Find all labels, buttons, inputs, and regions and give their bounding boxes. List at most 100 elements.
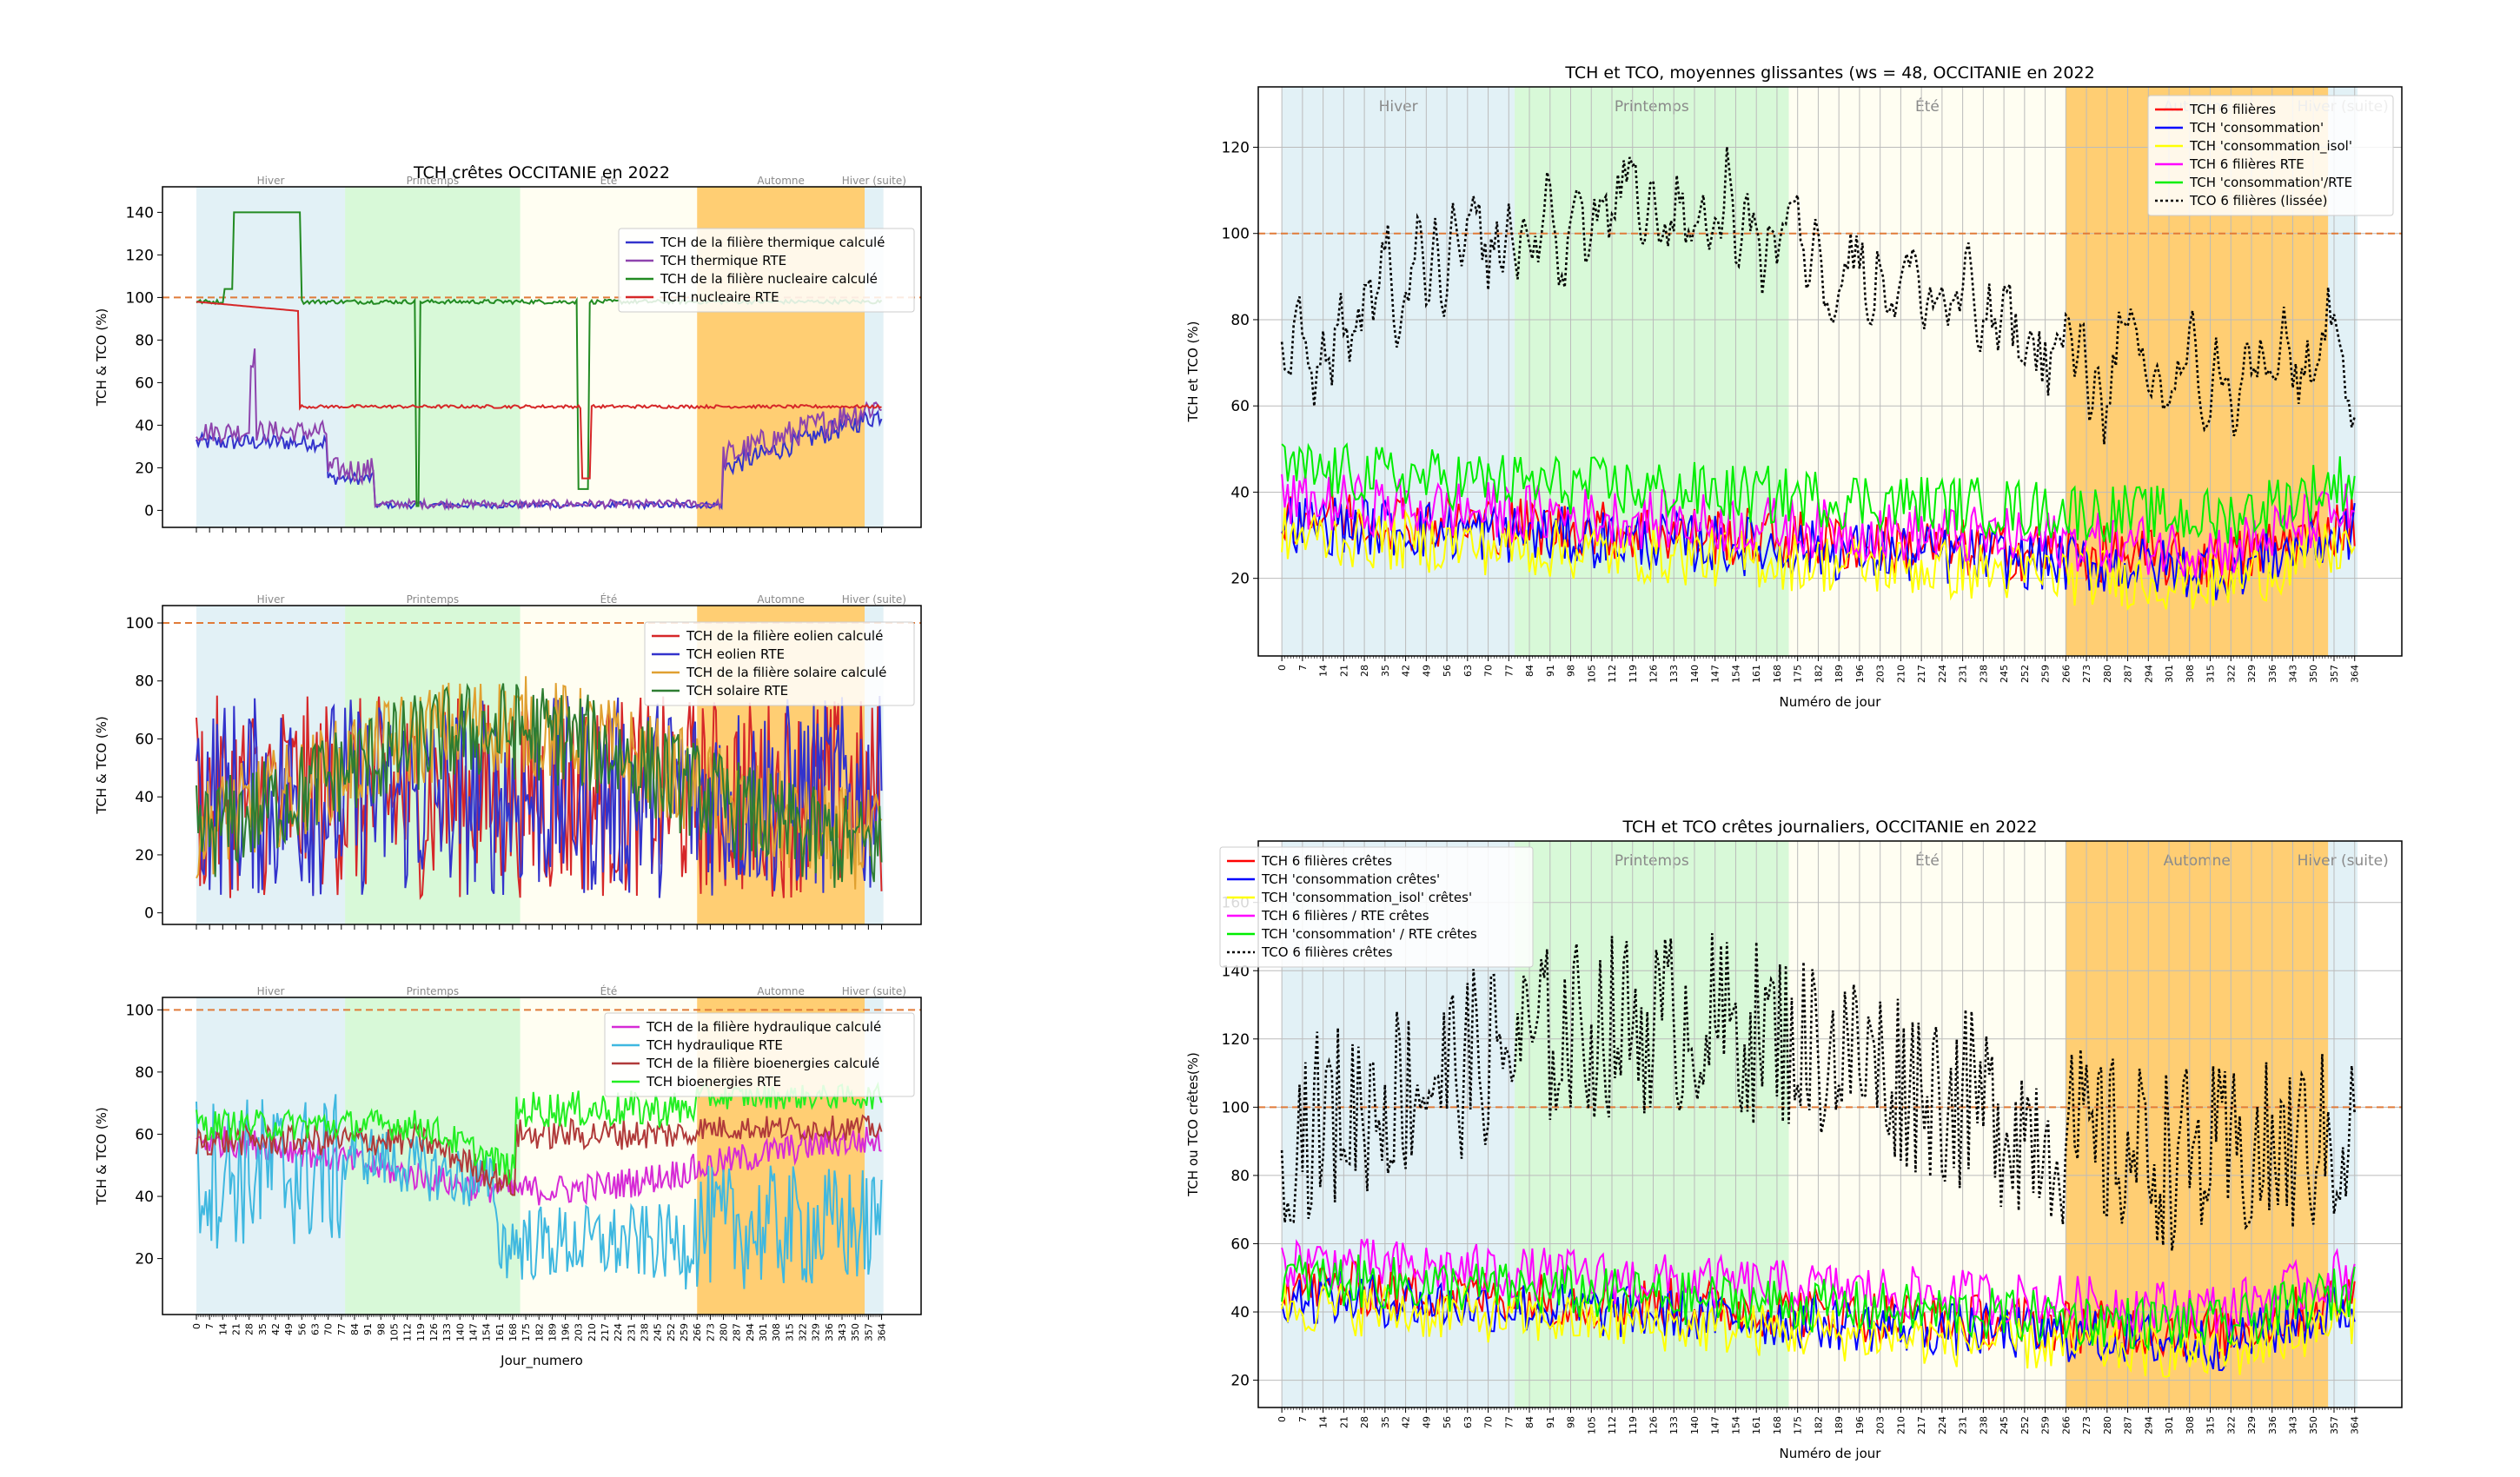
y-tick-label: 120: [1222, 139, 1250, 156]
series-line: [196, 348, 882, 512]
x-tick-label: 91: [362, 1323, 374, 1335]
y-tick-label: 40: [135, 789, 154, 806]
legend-box: [1219, 846, 1534, 968]
y-axis-label: TCH & TCO (%): [94, 1107, 109, 1206]
x-tick-label: 238: [640, 1323, 651, 1341]
y-tick-label: 120: [126, 247, 154, 264]
x-tick-label: 308: [2185, 1416, 2196, 1434]
x-tick-label: 217: [1916, 1416, 1927, 1434]
series-line: [1281, 496, 2356, 600]
series-line: [196, 1094, 883, 1290]
x-tick-label: 0: [1277, 1416, 1288, 1422]
x-tick-label: 287: [732, 1323, 743, 1341]
legend-label: TCO 6 filières (lissée): [2189, 193, 2327, 209]
x-tick-label: 322: [2225, 1416, 2237, 1434]
x-tick-label: 315: [784, 1323, 795, 1341]
x-tick-label: 70: [1483, 1416, 1495, 1428]
x-tick-label: 35: [257, 1323, 269, 1335]
x-tick-label: 287: [2123, 1416, 2134, 1434]
x-tick-label: 308: [2185, 665, 2196, 683]
x-tick-label: 91: [1545, 665, 1556, 677]
y-tick-label: 80: [1230, 1168, 1250, 1185]
x-axis-label: Numéro de jour: [1780, 694, 1882, 710]
x-tick-label: 119: [1628, 1416, 1639, 1434]
y-tick-label: 40: [135, 417, 154, 434]
x-tick-label: 224: [1937, 665, 1948, 683]
x-tick-label: 196: [560, 1323, 572, 1341]
x-tick-label: 280: [2102, 665, 2113, 683]
x-tick-label: 196: [1854, 665, 1866, 683]
season-band: [345, 187, 521, 527]
x-tick-label: 294: [2143, 1416, 2154, 1434]
x-tick-label: 154: [1730, 1416, 1741, 1434]
x-tick-label: 273: [705, 1323, 716, 1341]
y-tick-label: 120: [1222, 1031, 1250, 1049]
x-tick-label: 28: [1359, 665, 1370, 677]
y-tick-label: 60: [1230, 398, 1250, 415]
plot-frame: [162, 186, 922, 528]
x-tick-label: 224: [1937, 1416, 1948, 1434]
y-tick-label: 100: [126, 615, 154, 633]
x-tick-label: 21: [230, 1323, 242, 1335]
x-tick-label: 182: [534, 1323, 545, 1341]
x-tick-label: 210: [1895, 665, 1907, 683]
chart-title: TCH et TCO crêtes journaliers, OCCITANIE…: [1622, 818, 2038, 837]
chart-thermo: Hiver Printemps Été Automne Hiver (suite) 0 20…: [94, 163, 922, 533]
x-tick-label: 273: [2081, 1416, 2092, 1434]
season-label: Printemps: [407, 985, 460, 997]
legend-box: [2147, 95, 2394, 216]
x-tick-label: 84: [1524, 1416, 1535, 1428]
x-tick-label: 266: [2060, 665, 2072, 683]
x-tick-label: 238: [1978, 665, 1989, 683]
y-tick-label: 20: [135, 460, 154, 477]
legend-label: TCH 'consommation': [2189, 120, 2324, 136]
season-label: Printemps: [1615, 98, 1689, 116]
legend-label: TCH 6 filières RTE: [2189, 156, 2304, 172]
x-tick-label: 357: [2329, 1416, 2340, 1434]
legend-label: TCH 6 filières crêtes: [1261, 853, 1392, 869]
plot-frame: [162, 605, 922, 925]
legend-label: TCH de la filière solaire calculé: [686, 665, 886, 680]
y-tick-label: 20: [135, 847, 154, 864]
x-tick-label: 0: [1277, 665, 1288, 671]
x-tick-label: 252: [666, 1323, 677, 1341]
season-label: Printemps: [1615, 852, 1689, 870]
x-tick-label: 329: [2246, 665, 2258, 683]
season-label: Hiver (suite): [842, 175, 906, 187]
x-tick-label: 357: [863, 1323, 874, 1341]
y-tick-label: 100: [126, 289, 154, 307]
x-tick-label: 147: [468, 1323, 479, 1341]
x-tick-label: 224: [613, 1323, 624, 1341]
x-tick-label: 161: [1751, 1416, 1762, 1434]
season-label: Hiver: [257, 175, 285, 187]
x-tick-label: 7: [1297, 665, 1309, 671]
series-line: [196, 1126, 882, 1206]
x-tick-label: 77: [1503, 1416, 1515, 1428]
x-tick-label: 154: [1730, 665, 1741, 683]
y-axis-label: TCH et TCO (%): [1185, 321, 1201, 423]
x-tick-label: 84: [349, 1323, 361, 1335]
legend-label: TCH 6 filières: [2189, 102, 2276, 117]
x-tick-label: 63: [309, 1323, 321, 1335]
x-tick-label: 245: [653, 1323, 664, 1341]
x-tick-label: 98: [375, 1323, 387, 1335]
legend-label: TCH de la filière nucleaire calculé: [660, 271, 878, 287]
season-label: Hiver: [257, 593, 285, 606]
y-tick-label: 80: [135, 673, 154, 691]
x-tick-label: 266: [2060, 1416, 2072, 1434]
legend-label: TCH nucleaire RTE: [660, 289, 779, 305]
chart-title: TCH et TCO, moyennes glissantes (ws = 48…: [1564, 63, 2094, 83]
x-tick-label: 203: [1875, 1416, 1887, 1434]
x-tick-label: 287: [2123, 665, 2134, 683]
y-tick-label: 100: [1222, 226, 1250, 243]
x-tick-label: 112: [402, 1323, 414, 1341]
x-tick-label: 189: [1834, 1416, 1845, 1434]
y-tick-label: 20: [135, 1251, 154, 1268]
x-tick-label: 315: [2205, 665, 2217, 683]
x-tick-label: 182: [1813, 1416, 1824, 1434]
x-tick-label: 294: [2143, 665, 2154, 683]
x-tick-label: 49: [1421, 1416, 1432, 1428]
season-band: [196, 187, 346, 527]
season-band: [1282, 87, 1515, 656]
